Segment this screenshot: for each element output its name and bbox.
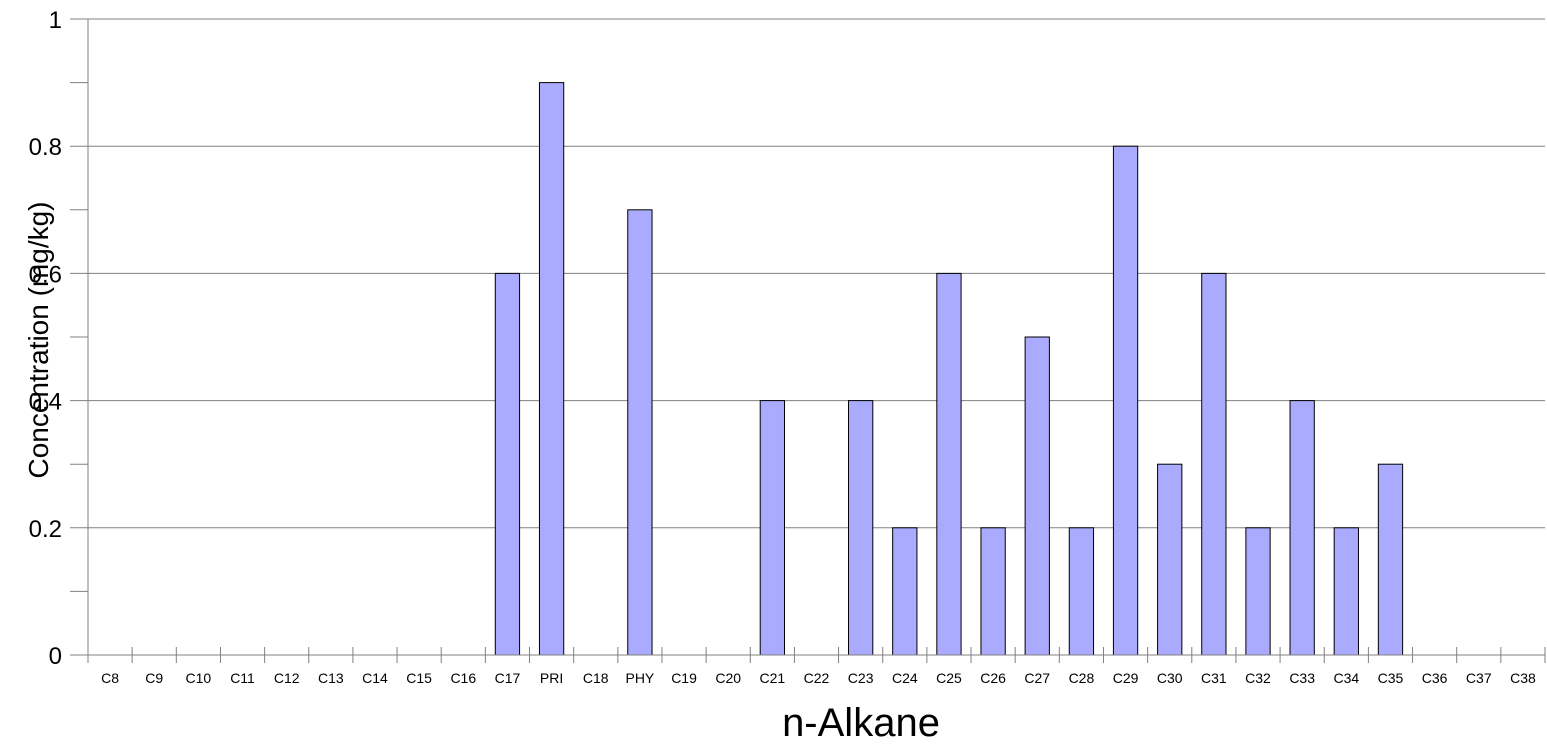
- bar: [848, 400, 874, 656]
- x-tick-label: C32: [1245, 670, 1271, 686]
- x-tick-label: C34: [1333, 670, 1359, 686]
- y-tick-label: 0.6: [29, 261, 62, 288]
- x-tick-label: C13: [318, 670, 344, 686]
- y-tick-label: 0: [49, 643, 62, 670]
- x-tick-label: C20: [715, 670, 741, 686]
- x-tick-label: C14: [362, 670, 388, 686]
- x-tick-label: C38: [1510, 670, 1536, 686]
- y-axis-title: Concentration (mg/kg): [23, 201, 54, 478]
- x-tick-label: PRI: [540, 670, 563, 686]
- bar-series: [494, 82, 1404, 656]
- x-tick-label: C12: [274, 670, 300, 686]
- x-tick-label: C25: [936, 670, 962, 686]
- x-tick-label: C37: [1466, 670, 1492, 686]
- y-tick-label: 0.2: [29, 516, 62, 543]
- x-tick-label: C22: [804, 670, 830, 686]
- x-tick-label: C31: [1201, 670, 1227, 686]
- bar: [627, 209, 653, 656]
- x-tick-label: C26: [980, 670, 1006, 686]
- x-tick-label: C16: [450, 670, 476, 686]
- x-tick-label: C10: [186, 670, 212, 686]
- bar: [1157, 463, 1183, 656]
- y-tick-label: 1: [49, 7, 62, 34]
- x-tick-label: C35: [1378, 670, 1404, 686]
- x-tick-label: C28: [1069, 670, 1095, 686]
- bar: [1024, 336, 1050, 656]
- x-tick-label: C19: [671, 670, 697, 686]
- x-axis-ticks: C8 C9 C10 C11 C12 C13 C14 C15 C16 C17 PRI C18 PHY C19…: [87, 647, 1546, 686]
- bar: [1245, 527, 1271, 656]
- bar: [892, 527, 918, 656]
- x-tick-label: C11: [230, 670, 255, 686]
- x-tick-label: C36: [1422, 670, 1448, 686]
- bar: [980, 527, 1006, 656]
- x-tick-label: C17: [495, 670, 521, 686]
- bar: [538, 82, 565, 656]
- x-tick-label: C8: [101, 670, 119, 686]
- x-tick-label: C21: [760, 670, 786, 686]
- x-tick-label: PHY: [625, 670, 654, 686]
- bar: [1289, 400, 1315, 656]
- x-tick-label: C24: [892, 670, 918, 686]
- bar: [759, 400, 785, 656]
- x-tick-label: C18: [583, 670, 609, 686]
- x-tick-label: C15: [406, 670, 432, 686]
- bar: [1112, 145, 1139, 656]
- grid-lines: [88, 18, 1545, 529]
- x-tick-label: C33: [1289, 670, 1315, 686]
- y-axis-ticks: 0 0.2 0.4 0.6 0.8 1: [29, 7, 88, 670]
- bar: [494, 272, 521, 656]
- x-tick-label: C27: [1024, 670, 1050, 686]
- y-tick-label: 0.4: [29, 389, 62, 416]
- axes: [87, 19, 1545, 656]
- x-tick-label: C23: [848, 670, 874, 686]
- bar: [1201, 272, 1227, 656]
- bar: [936, 272, 962, 656]
- bar: [1377, 463, 1404, 656]
- x-tick-label: C9: [145, 670, 163, 686]
- x-tick-label: C29: [1113, 670, 1139, 686]
- x-axis-title: n-Alkane: [782, 701, 940, 744]
- bar: [1068, 527, 1095, 656]
- x-tick-label: C30: [1157, 670, 1183, 686]
- y-tick-label: 0.8: [29, 134, 62, 161]
- bar: [1333, 527, 1359, 656]
